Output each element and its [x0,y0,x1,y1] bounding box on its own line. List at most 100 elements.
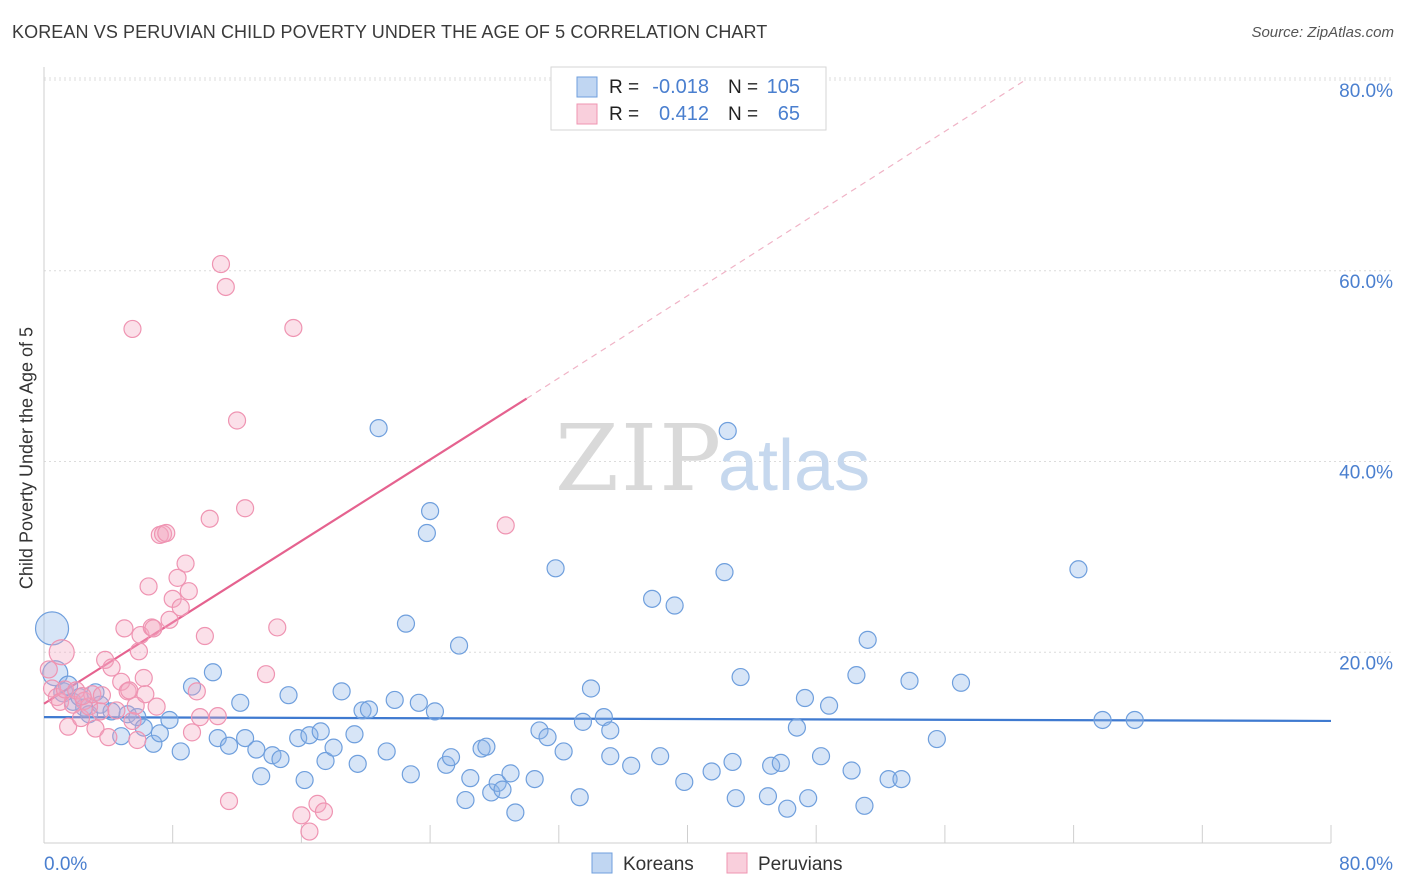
peruvian-point [129,642,149,661]
data-points [34,254,1144,841]
peruvian-point [179,582,198,601]
korean-point [359,700,379,719]
r-label: R = [609,77,639,98]
korean-point [538,728,557,747]
korean-point [348,754,367,773]
korean-point [235,728,255,748]
korean-point [1093,710,1112,730]
korean-point [546,559,565,578]
peruvian-point [134,668,153,688]
koreans-swatch [576,76,598,98]
korean-point [377,742,396,761]
peruvians-swatch [576,103,598,125]
peruvian-point [496,516,515,535]
korean-point [231,693,250,712]
peruvians-legend-swatch [726,852,748,874]
korean-point [219,736,239,755]
korean-point [150,724,169,743]
peruvian-point [157,523,176,543]
korean-point [461,769,480,788]
koreans-trend-line [43,716,1332,723]
peruvian-point [208,707,227,726]
peruvian-point [128,730,147,750]
peruvian-point [171,598,190,617]
korean-point [771,753,790,772]
korean-point [506,803,525,822]
korean-point [311,722,330,741]
peruvian-point [300,822,319,841]
korean-point [718,421,737,441]
x-tick-label: 0.0% [44,854,87,875]
peruvian-point [123,319,142,339]
peruvians-trend-line [43,397,528,705]
peruvian-point [256,665,276,684]
korean-point [332,682,351,701]
korean-point [252,767,271,786]
korean-point [160,710,179,730]
axes: 20.0% 40.0% 60.0% 80.0% 0.0% 80.0% [43,67,1393,875]
korean-point [316,751,335,771]
peruvian-point [102,658,121,677]
korean-point [726,789,745,808]
r-label: R = [609,104,639,125]
n-label: N = [728,104,758,125]
korean-point [247,740,266,759]
legend-series: Koreans Peruvians [591,852,843,875]
korean-point [799,789,818,808]
korean-point [811,747,831,766]
peruvian-point [144,619,163,638]
peruvian-point [42,679,62,698]
peruvian-point [115,619,134,638]
korean-point [385,690,404,710]
korean-point [345,725,364,744]
peruvian-point [168,568,187,587]
korean-point [401,765,420,784]
korean-point [601,747,620,766]
peruvian-point [96,650,115,669]
korean-point [842,761,861,780]
watermark-zip: ZIP [555,405,723,512]
koreans-legend-label: Koreans [623,854,694,875]
peruvian-point [123,711,142,731]
korean-point [300,726,319,745]
peruvian-point [136,685,155,704]
r-value: -0.018 [652,76,709,98]
korean-point [417,523,436,543]
korean-point [951,673,971,692]
peruvian-point [190,708,210,727]
korean-point [702,762,721,781]
peruvian-point [39,660,58,679]
peruvian-point [120,681,139,700]
peruvian-point [200,509,219,528]
korean-point [353,701,372,720]
korean-point [855,796,874,815]
y-tick-label: 20.0% [1339,653,1393,674]
korean-point [651,747,670,766]
korean-point [456,790,475,810]
korean-point [787,718,806,737]
peruvian-point [292,806,311,825]
peruvian-point [118,682,137,701]
korean-point [271,749,290,769]
korean-point [425,702,445,721]
korean-point [601,721,620,740]
korean-point [1125,710,1144,730]
peruvian-point [211,254,231,274]
korean-point [477,737,496,756]
korean-point [819,696,839,715]
trend-lines [43,79,1332,723]
korean-point [421,501,440,521]
korean-point [554,742,573,761]
korean-point [493,780,512,799]
korean-point [570,788,589,807]
peruvian-point [59,717,78,736]
n-value: 105 [767,76,800,98]
korean-point [675,772,694,792]
korean-point [622,756,641,775]
korean-point [879,769,898,789]
y-tick-label: 40.0% [1339,463,1393,484]
peruvian-point [176,554,195,573]
peruvian-point [227,411,247,430]
